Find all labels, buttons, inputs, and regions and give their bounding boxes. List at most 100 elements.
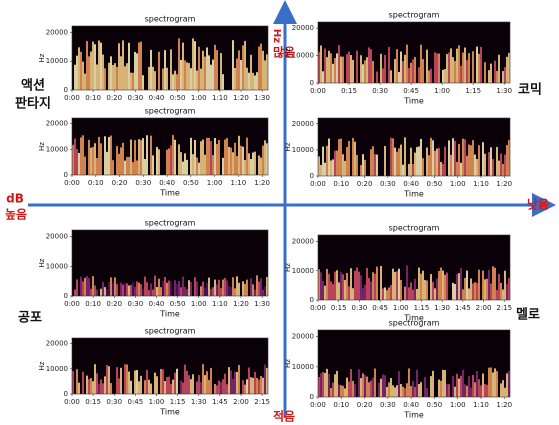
spectrogram-texture — [186, 62, 188, 90]
spectrogram-texture — [164, 276, 166, 296]
x-tick-label: 1:45 — [455, 304, 471, 312]
spectrogram-texture — [210, 141, 212, 175]
spectrogram-texture — [76, 369, 78, 394]
spectrogram-texture — [356, 154, 358, 176]
spectrogram-texture — [474, 382, 476, 397]
spectrogram-texture — [76, 149, 78, 175]
y-tick-label: 10000 — [292, 52, 314, 60]
spectrogram-texture — [326, 57, 328, 83]
spectrogram-texture — [362, 64, 364, 83]
spectrogram-texture — [448, 140, 450, 176]
spectrogram-texture — [168, 280, 170, 296]
spectrogram-texture — [78, 152, 80, 175]
spectrogram-texture — [174, 280, 176, 296]
spectrogram-texture — [380, 53, 382, 83]
spectrogram-texture — [126, 63, 128, 90]
spectrogram-texture — [336, 53, 338, 83]
x-tick-label: 1:10 — [473, 180, 489, 188]
spectrogram-texture — [496, 371, 498, 397]
spectrogram-texture — [476, 158, 478, 176]
spectrogram-texture — [502, 289, 504, 300]
spectrogram-texture — [176, 283, 178, 296]
spectrogram-texture — [426, 147, 428, 176]
y-axis-label: Hz — [38, 361, 46, 370]
spectrogram-texture — [130, 284, 132, 296]
spectrogram-texture — [466, 270, 468, 300]
spectrogram-texture — [200, 141, 202, 175]
spectrogram-texture — [398, 72, 400, 83]
x-tick-label: 1:00 — [191, 300, 207, 308]
spectrogram-texture — [408, 67, 410, 83]
spectrogram-texture — [246, 67, 248, 90]
spectrogram-texture — [246, 379, 248, 394]
top-unit: Hz — [271, 29, 282, 43]
spectrogram-texture — [214, 383, 216, 394]
spectrogram-texture — [226, 384, 228, 394]
spectrogram-texture — [432, 140, 434, 176]
spectrogram-texture — [498, 160, 500, 176]
x-tick-label: 1:10 — [230, 179, 246, 187]
spectrogram-texture — [188, 63, 190, 90]
x-tick-label: 0:00 — [64, 179, 80, 187]
spectrogram-panel: spectrogram Hz 0 10000 20000 0:00 0:10 0:20 0:30… — [284, 319, 512, 420]
spectrogram-texture — [488, 152, 490, 176]
spectrogram-texture — [372, 272, 374, 300]
spectrogram-texture — [478, 379, 480, 397]
spectrogram-texture — [146, 135, 148, 175]
spectrogram-texture — [390, 284, 392, 300]
spectrogram-texture — [96, 64, 98, 90]
spectrogram-texture — [108, 136, 110, 175]
spectrogram-texture — [502, 380, 504, 397]
spectrogram-texture — [100, 143, 102, 175]
genre-label: 판타지 — [15, 96, 51, 112]
spectrogram-texture — [172, 74, 174, 90]
spectrogram-texture — [346, 377, 348, 397]
x-tick-label: 1:30 — [434, 304, 450, 312]
y-tick-label: 0 — [64, 86, 68, 94]
spectrogram-texture — [188, 375, 190, 394]
x-tick-label: 1:10 — [212, 94, 228, 102]
spectrogram-texture — [134, 370, 136, 394]
spectrogram-texture — [414, 152, 416, 176]
spectrogram-texture — [436, 148, 438, 176]
spectrogram-texture — [318, 51, 320, 83]
x-tick-label: 0:30 — [380, 401, 396, 409]
spectrogram-texture — [400, 144, 402, 176]
spectrogram-texture — [72, 144, 74, 175]
spectrogram-texture — [260, 157, 262, 175]
spectrogram-texture — [184, 60, 186, 90]
spectrogram-texture — [462, 138, 464, 176]
spectrogram-texture — [410, 147, 412, 176]
panel-title: spectrogram — [145, 15, 196, 24]
spectrogram-texture — [166, 67, 168, 90]
spectrogram-texture — [92, 146, 94, 175]
spectrogram-texture — [242, 380, 244, 394]
spectrogram-texture — [456, 273, 458, 300]
spectrogram-texture — [242, 281, 244, 296]
spectrogram-texture — [484, 279, 486, 300]
spectrogram-texture — [374, 368, 376, 397]
spectrogram-texture — [126, 283, 128, 296]
spectrogram-texture — [446, 54, 448, 83]
spectrogram-texture — [96, 158, 98, 175]
spectrogram-texture — [88, 379, 90, 394]
spectrogram-texture — [464, 47, 466, 83]
x-tick-label: 1:00 — [450, 180, 466, 188]
spectrogram-texture — [94, 44, 96, 90]
spectrogram-texture — [364, 159, 366, 176]
y-tick-label: 20000 — [292, 333, 314, 341]
spectrogram-texture — [152, 66, 154, 90]
spectrogram-texture — [420, 44, 422, 83]
spectrogram-texture — [468, 376, 470, 397]
spectrogram-texture — [408, 287, 410, 300]
spectrogram-texture — [350, 268, 352, 300]
x-tick-label: 0:10 — [333, 401, 349, 409]
spectrogram-texture — [210, 367, 212, 394]
spectrogram-texture — [200, 286, 202, 296]
spectrogram-texture — [500, 282, 502, 300]
spectrogram-texture — [396, 49, 398, 83]
spectrogram-texture — [178, 281, 180, 296]
spectrogram-texture — [396, 385, 398, 397]
spectrogram-texture — [156, 287, 158, 296]
spectrogram-texture — [362, 373, 364, 397]
